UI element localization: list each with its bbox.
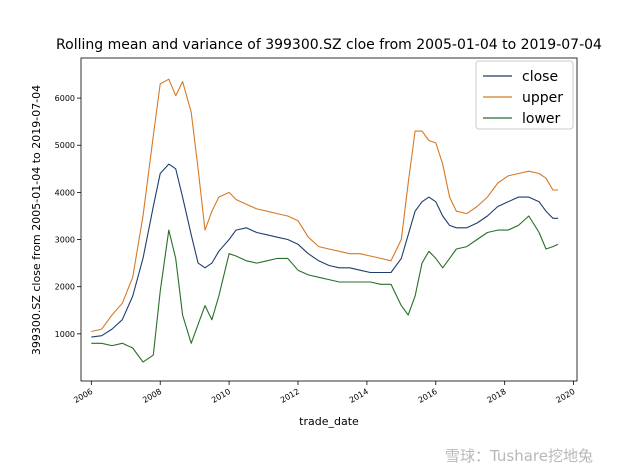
y-axis: 1000 2000 3000 4000 5000 6000 xyxy=(55,94,81,339)
x-tick-label: 2014 xyxy=(348,387,370,405)
series-line-close xyxy=(91,163,559,338)
y-tick-label: 6000 xyxy=(55,94,75,103)
legend-box xyxy=(475,60,574,130)
x-tick-label: 2008 xyxy=(141,387,163,405)
y-tick-label: 3000 xyxy=(55,236,75,245)
y-tick-label: 4000 xyxy=(55,188,75,197)
x-tick-label: 2006 xyxy=(72,387,94,405)
series-lines xyxy=(91,78,559,363)
y-tick-label: 2000 xyxy=(55,283,75,292)
x-tick-label: 2016 xyxy=(417,387,439,405)
series-line-lower xyxy=(91,215,559,363)
y-tick-label: 1000 xyxy=(55,330,75,339)
watermark: 雪球：Tushare挖地兔 xyxy=(445,447,593,465)
x-tick-label: 2018 xyxy=(486,387,508,405)
x-tick-label: 2020 xyxy=(554,387,576,405)
chart-title: Rolling mean and variance of 399300.SZ c… xyxy=(56,37,602,53)
legend-label-close: close xyxy=(522,69,558,85)
y-axis-label: 399300.SZ close from 2005-01-04 to 2019-… xyxy=(30,85,43,355)
legend-label-lower: lower xyxy=(522,111,561,127)
x-tick-label: 2012 xyxy=(279,387,301,405)
x-tick-label: 2010 xyxy=(210,387,232,405)
legend-label-upper: upper xyxy=(522,90,563,106)
x-axis-label: trade_date xyxy=(299,415,359,428)
y-tick-label: 5000 xyxy=(55,141,75,150)
series-line-upper xyxy=(91,78,559,333)
legend: close upper lower xyxy=(475,60,574,130)
x-axis: 2006 2008 2010 2012 2014 2016 2018 2020 xyxy=(72,381,577,405)
plot-frame xyxy=(80,57,578,382)
